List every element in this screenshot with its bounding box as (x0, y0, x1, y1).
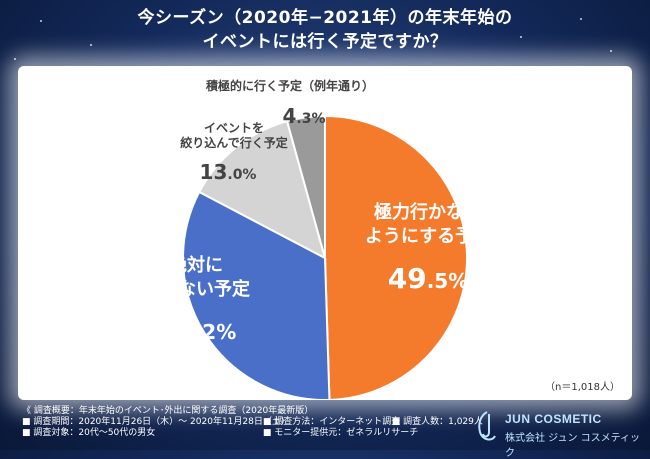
slice-value: 4.3% (282, 104, 325, 128)
slice-value: 13.0% (200, 160, 257, 184)
star (14, 58, 16, 60)
chart-title: 今シーズン（2020年−2021年）の年末年始の イベントには行く予定ですか？ (0, 6, 650, 54)
pie-slice (197, 119, 327, 260)
slice-label: 積極的に行く予定（例年通り） (205, 78, 374, 93)
survey-target: ■ 調査対象：20代～50代の男女 (22, 428, 156, 438)
slice-label: 絶対に (169, 254, 223, 276)
brand-name: JUN COSMETIC (505, 412, 602, 426)
jun-logo-icon (478, 411, 496, 441)
star (520, 36, 522, 38)
star (40, 20, 42, 22)
slice-label: ようにする予定 (365, 225, 491, 247)
slice-label: 絞り込んで行く予定 (180, 135, 287, 150)
brand-subtitle: 株式会社 ジュン コスメティック (505, 433, 641, 459)
title-line-2: イベントには行く予定ですか？ (202, 32, 448, 52)
pie-slice (285, 114, 326, 259)
star (610, 50, 612, 52)
chart-panel: 極力行かない ようにする予定 49.5% 絶対に 行かない予定 33.2% イベントを 絞り込… (18, 66, 632, 400)
pie-slice (182, 190, 331, 400)
survey-people: ■ 調査人数：1,029人 (391, 417, 483, 427)
survey-period: ■ 調査期間：2020年11月26日（木）～ 2020年11月28日（土） (22, 417, 290, 427)
survey-method: ■ 調査方法：インターネット調査 (262, 417, 401, 427)
summary-heading: 《 調査概要：年末年始のイベント･外出に関する調査（2020年最新版） (22, 406, 314, 416)
slice-value: 33.2% (156, 313, 237, 346)
slice-label: イベントを (204, 121, 264, 135)
star (580, 18, 582, 20)
title-line-1: 今シーズン（2020年−2021年）の年末年始の (137, 8, 513, 28)
sample-size-note: （n＝1,018人） (545, 381, 620, 393)
slice-label: 極力行かない (374, 201, 482, 223)
survey-provider: ■ モニター提供元：ゼネラルリサーチ (262, 428, 419, 438)
slice-value: 49.5% (388, 262, 469, 295)
star (90, 44, 92, 46)
survey-summary: 《 調査概要：年末年始のイベント･外出に関する調査（2020年最新版） ■ 調査… (22, 406, 483, 439)
slice-label: 行かない予定 (141, 278, 250, 300)
pie-slice (324, 114, 468, 400)
brand-logo: JUN COSMETIC 株式会社 ジュン コスメティック (475, 410, 645, 459)
